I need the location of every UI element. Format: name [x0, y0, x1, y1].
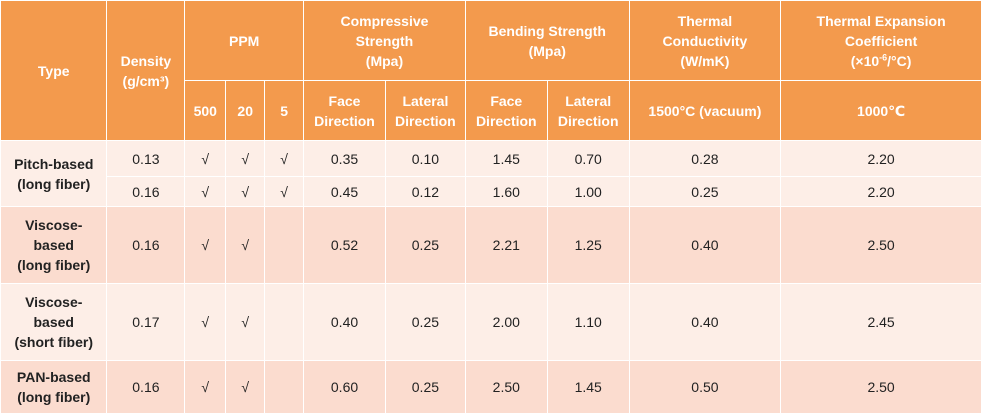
cell-ppm-5 [264, 360, 305, 414]
cell-bending-face: 2.00 [464, 283, 548, 361]
cell-bending-lateral: 1.00 [546, 176, 630, 207]
cell-bending-lateral: 1.25 [546, 206, 630, 284]
cell-thermal-conductivity: 0.25 [628, 176, 782, 207]
cell-compressive-lateral: 0.10 [384, 140, 466, 177]
header-ppm-5: 5 [264, 80, 305, 141]
header-ppm-20: 20 [225, 80, 266, 141]
cell-ppm-20: √ [225, 283, 266, 361]
cell-ppm-5: √ [264, 140, 305, 177]
cell-bending-face: 1.45 [464, 140, 548, 177]
header-compressive-face: Face Direction [303, 80, 386, 141]
header-conductivity-condition: 1500°C (vacuum) [628, 80, 782, 141]
cell-ppm-5 [264, 283, 305, 361]
row-type-viscose-short: Viscose- based (short fiber) [0, 283, 108, 361]
cell-bending-face: 2.21 [464, 206, 548, 284]
cell-ppm-5: √ [264, 176, 305, 207]
cell-thermal-expansion: 2.20 [780, 176, 982, 207]
row-type-viscose-long: Viscose- based (long fiber) [0, 206, 108, 284]
header-density: Density (g/cm³) [106, 0, 186, 141]
cell-thermal-expansion: 2.50 [780, 360, 982, 414]
cell-bending-lateral: 1.10 [546, 283, 630, 361]
header-thermal-conductivity: Thermal Conductivity (W/mK) [628, 0, 782, 81]
cell-thermal-expansion: 2.45 [780, 283, 982, 361]
cell-compressive-lateral: 0.25 [384, 206, 466, 284]
cell-ppm-500: √ [184, 176, 227, 207]
row-type-pan: PAN-based (long fiber) [0, 360, 108, 414]
header-ppm-500: 500 [184, 80, 227, 141]
row-type-pitch: Pitch-based (long fiber) [0, 140, 108, 207]
cell-ppm-20: √ [225, 206, 266, 284]
header-thermal-expansion: Thermal Expansion Coefficient (×10-6/°C) [780, 0, 982, 81]
header-compressive-strength: Compressive Strength (Mpa) [303, 0, 466, 81]
cell-bending-lateral: 1.45 [546, 360, 630, 414]
cell-ppm-20: √ [225, 140, 266, 177]
cell-bending-face: 1.60 [464, 176, 548, 207]
cell-ppm-500: √ [184, 140, 227, 177]
cell-thermal-conductivity: 0.40 [628, 206, 782, 284]
cell-compressive-face: 0.60 [303, 360, 386, 414]
cell-bending-lateral: 0.70 [546, 140, 630, 177]
cell-compressive-face: 0.40 [303, 283, 386, 361]
cell-ppm-500: √ [184, 360, 227, 414]
cell-ppm-500: √ [184, 206, 227, 284]
table-row: Viscose- based (short fiber) 0.17 √ √ 0.… [0, 283, 982, 361]
header-expansion-condition: 1000℃ [780, 80, 982, 141]
table-row: 0.16 √ √ √ 0.45 0.12 1.60 1.00 0.25 2.20 [1, 176, 982, 207]
cell-ppm-20: √ [225, 360, 266, 414]
cell-thermal-expansion: 2.20 [780, 140, 982, 177]
cell-thermal-conductivity: 0.50 [628, 360, 782, 414]
header-bending-strength: Bending Strength (Mpa) [464, 0, 630, 81]
cell-compressive-lateral: 0.25 [384, 283, 466, 361]
cell-ppm-500: √ [184, 283, 227, 361]
cell-compressive-face: 0.45 [303, 176, 386, 207]
cell-density: 0.16 [106, 206, 186, 284]
cell-density: 0.16 [106, 176, 186, 207]
cell-compressive-lateral: 0.12 [384, 176, 466, 207]
header-ppm: PPM [184, 0, 305, 81]
cell-density: 0.16 [106, 360, 186, 414]
cell-density: 0.13 [106, 140, 186, 177]
cell-compressive-lateral: 0.25 [384, 360, 466, 414]
cell-compressive-face: 0.35 [303, 140, 386, 177]
table-row: Viscose- based (long fiber) 0.16 √ √ 0.5… [0, 206, 982, 284]
header-type: Type [0, 0, 108, 141]
cell-ppm-20: √ [225, 176, 266, 207]
cell-bending-face: 2.50 [464, 360, 548, 414]
cell-density: 0.17 [106, 283, 186, 361]
header-bending-lateral: Lateral Direction [546, 80, 630, 141]
cell-compressive-face: 0.52 [303, 206, 386, 284]
header-compressive-lateral: Lateral Direction [384, 80, 466, 141]
table-row: PAN-based (long fiber) 0.16 √ √ 0.60 0.2… [0, 360, 982, 414]
header-bending-face: Face Direction [464, 80, 548, 141]
cell-thermal-conductivity: 0.28 [628, 140, 782, 177]
cell-thermal-expansion: 2.50 [780, 206, 982, 284]
cell-thermal-conductivity: 0.40 [628, 283, 782, 361]
table-row: Pitch-based (long fiber) 0.13 √ √ √ 0.35… [0, 140, 982, 207]
cell-ppm-5 [264, 206, 305, 284]
